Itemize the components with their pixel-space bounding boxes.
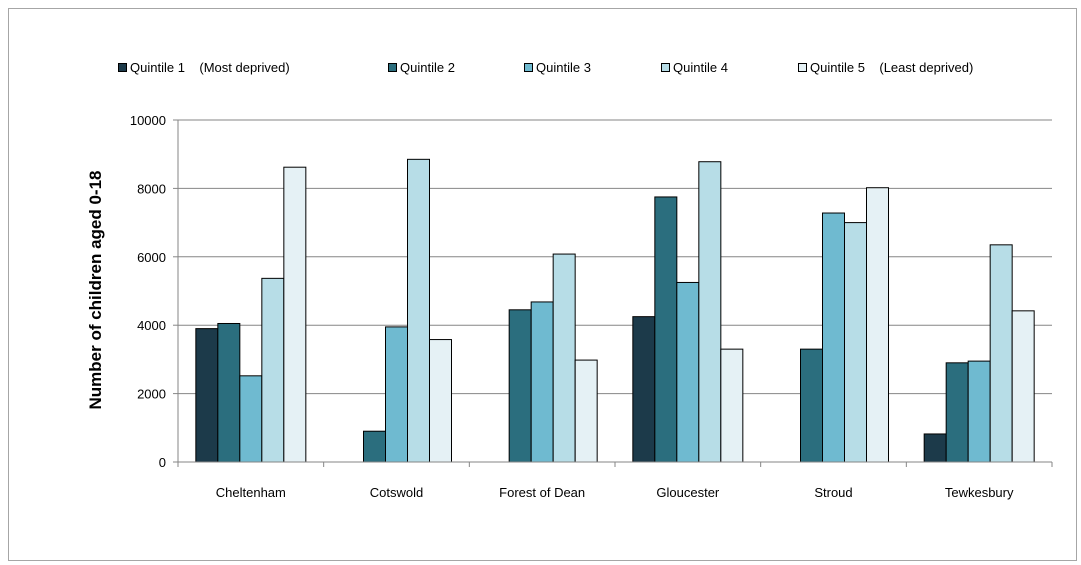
chart-area <box>8 8 1077 561</box>
bar-cheltenham-quintile-5 <box>283 166 307 463</box>
bar-tewkesbury-quintile-3 <box>967 360 991 463</box>
bar-gloucester-quintile-5 <box>720 348 744 463</box>
y-tick-label: 0 <box>159 455 166 470</box>
legend-label-quintile-5: Quintile 5 (Least deprived) <box>810 60 974 75</box>
legend-swatch-quintile-1 <box>118 63 127 72</box>
legend-item-quintile-5: Quintile 5 (Least deprived) <box>798 60 973 75</box>
bar-cotswold-quintile-3 <box>385 326 408 463</box>
bar-cotswold-quintile-5 <box>429 339 452 463</box>
y-tick-label: 2000 <box>137 387 166 402</box>
legend-swatch-quintile-3 <box>524 63 533 72</box>
legend-item-quintile-3: Quintile 3 <box>524 60 591 75</box>
x-tick-label: Cotswold <box>370 485 423 500</box>
legend-label-quintile-2: Quintile 2 <box>400 60 455 75</box>
bar-tewkesbury-quintile-5 <box>1011 310 1035 463</box>
legend-swatch-quintile-2 <box>388 63 397 72</box>
bar-cheltenham-quintile-3 <box>239 375 263 463</box>
bar-tewkesbury-quintile-4 <box>989 244 1013 463</box>
y-tick-label: 10000 <box>130 113 166 128</box>
bar-gloucester-quintile-2 <box>654 196 678 463</box>
x-tick-label: Forest of Dean <box>499 485 585 500</box>
bar-tewkesbury-quintile-1 <box>923 433 947 463</box>
bar-tewkesbury-quintile-2 <box>945 362 969 463</box>
legend-label-quintile-1: Quintile 1 (Most deprived) <box>130 60 290 75</box>
bar-gloucester-quintile-3 <box>676 281 700 463</box>
legend-swatch-quintile-4 <box>661 63 670 72</box>
y-axis-label: Number of children aged 0-18 <box>86 171 105 410</box>
y-tick-label: 8000 <box>137 181 166 196</box>
bar-cheltenham-quintile-4 <box>261 277 285 463</box>
bar-stroud-quintile-2 <box>800 348 823 463</box>
bar-forest-of-dean-quintile-4 <box>552 253 576 463</box>
legend-label-quintile-4: Quintile 4 <box>673 60 728 75</box>
axes: 0 2000 4000 6000 8000 10000 Cheltenham Cotswold… <box>130 113 1053 500</box>
bar-forest-of-dean-quintile-2 <box>508 309 532 463</box>
bar-cotswold-quintile-4 <box>407 158 430 463</box>
bar-stroud-quintile-5 <box>866 187 889 463</box>
bar-cotswold-quintile-2 <box>363 430 386 463</box>
bars <box>195 158 1035 463</box>
legend-item-quintile-2: Quintile 2 <box>388 60 455 75</box>
x-tick-label: Stroud <box>814 485 852 500</box>
bar-forest-of-dean-quintile-3 <box>530 301 554 463</box>
legend-swatch-quintile-5 <box>798 63 807 72</box>
y-tick-label: 4000 <box>137 318 166 333</box>
bar-cheltenham-quintile-1 <box>195 328 219 463</box>
bar-stroud-quintile-4 <box>844 222 867 463</box>
bar-gloucester-quintile-4 <box>698 161 722 463</box>
gridlines <box>178 119 1052 395</box>
bar-cheltenham-quintile-2 <box>217 322 241 463</box>
bar-gloucester-quintile-1 <box>632 316 656 463</box>
legend-item-quintile-4: Quintile 4 <box>661 60 728 75</box>
legend-item-quintile-1: Quintile 1 (Most deprived) <box>118 60 290 75</box>
bar-stroud-quintile-3 <box>822 212 845 463</box>
y-tick-label: 6000 <box>137 250 166 265</box>
bar-forest-of-dean-quintile-5 <box>574 359 598 463</box>
x-tick-label: Gloucester <box>656 485 720 500</box>
x-tick-label: Tewkesbury <box>945 485 1014 500</box>
legend-label-quintile-3: Quintile 3 <box>536 60 591 75</box>
x-tick-label: Cheltenham <box>216 485 286 500</box>
